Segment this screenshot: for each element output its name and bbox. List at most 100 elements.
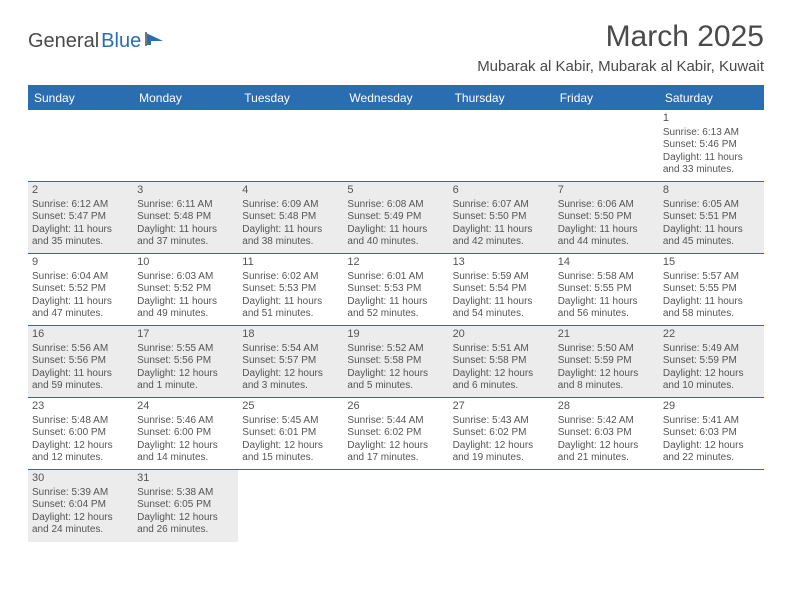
calendar-cell-day-28: 28Sunrise: 5:42 AMSunset: 6:03 PMDayligh…	[554, 398, 659, 470]
day-header-monday: Monday	[133, 86, 238, 110]
sunrise-text: Sunrise: 5:39 AM	[32, 487, 129, 500]
sunset-text: Sunset: 5:48 PM	[137, 211, 234, 224]
daylight-text: Daylight: 11 hours and 33 minutes.	[663, 152, 760, 177]
daylight-text: Daylight: 11 hours and 56 minutes.	[558, 296, 655, 321]
sunrise-text: Sunrise: 5:38 AM	[137, 487, 234, 500]
day-number: 2	[32, 184, 129, 198]
daylight-text: Daylight: 12 hours and 19 minutes.	[453, 440, 550, 465]
day-number: 25	[242, 400, 339, 414]
day-number: 13	[453, 256, 550, 270]
day-number: 15	[663, 256, 760, 270]
month-title: March 2025	[477, 20, 764, 54]
daylight-text: Daylight: 12 hours and 15 minutes.	[242, 440, 339, 465]
day-number: 31	[137, 472, 234, 486]
day-header-saturday: Saturday	[659, 86, 764, 110]
day-header-wednesday: Wednesday	[343, 86, 448, 110]
day-number: 12	[347, 256, 444, 270]
day-number: 10	[137, 256, 234, 270]
calendar-cell-day-12: 12Sunrise: 6:01 AMSunset: 5:53 PMDayligh…	[343, 254, 448, 326]
sunrise-text: Sunrise: 6:13 AM	[663, 127, 760, 140]
day-number: 1	[663, 112, 760, 126]
sunrise-text: Sunrise: 6:03 AM	[137, 271, 234, 284]
calendar-cell-day-11: 11Sunrise: 6:02 AMSunset: 5:53 PMDayligh…	[238, 254, 343, 326]
sunrise-text: Sunrise: 6:05 AM	[663, 199, 760, 212]
day-number: 22	[663, 328, 760, 342]
sunset-text: Sunset: 5:52 PM	[137, 283, 234, 296]
sunset-text: Sunset: 5:50 PM	[453, 211, 550, 224]
day-number: 4	[242, 184, 339, 198]
sunset-text: Sunset: 5:49 PM	[347, 211, 444, 224]
sunrise-text: Sunrise: 6:09 AM	[242, 199, 339, 212]
sunset-text: Sunset: 5:58 PM	[347, 355, 444, 368]
sunrise-text: Sunrise: 5:44 AM	[347, 415, 444, 428]
day-number: 21	[558, 328, 655, 342]
day-number: 18	[242, 328, 339, 342]
day-number: 30	[32, 472, 129, 486]
sunrise-text: Sunrise: 6:07 AM	[453, 199, 550, 212]
sunrise-text: Sunrise: 6:01 AM	[347, 271, 444, 284]
sunrise-text: Sunrise: 6:12 AM	[32, 199, 129, 212]
sunset-text: Sunset: 6:02 PM	[453, 427, 550, 440]
calendar-cell-empty	[28, 110, 133, 182]
calendar-cell-empty	[133, 110, 238, 182]
sunrise-text: Sunrise: 6:04 AM	[32, 271, 129, 284]
daylight-text: Daylight: 12 hours and 12 minutes.	[32, 440, 129, 465]
sunset-text: Sunset: 5:46 PM	[663, 139, 760, 152]
day-header-tuesday: Tuesday	[238, 86, 343, 110]
day-number: 27	[453, 400, 550, 414]
sunrise-text: Sunrise: 5:42 AM	[558, 415, 655, 428]
sunset-text: Sunset: 6:00 PM	[32, 427, 129, 440]
day-header-row: SundayMondayTuesdayWednesdayThursdayFrid…	[28, 86, 764, 110]
sunrise-text: Sunrise: 5:58 AM	[558, 271, 655, 284]
calendar-cell-day-17: 17Sunrise: 5:55 AMSunset: 5:56 PMDayligh…	[133, 326, 238, 398]
daylight-text: Daylight: 11 hours and 42 minutes.	[453, 224, 550, 249]
calendar-cell-day-19: 19Sunrise: 5:52 AMSunset: 5:58 PMDayligh…	[343, 326, 448, 398]
calendar-cell-day-30: 30Sunrise: 5:39 AMSunset: 6:04 PMDayligh…	[28, 470, 133, 542]
calendar-cell-day-5: 5Sunrise: 6:08 AMSunset: 5:49 PMDaylight…	[343, 182, 448, 254]
day-number: 23	[32, 400, 129, 414]
calendar-cell-day-27: 27Sunrise: 5:43 AMSunset: 6:02 PMDayligh…	[449, 398, 554, 470]
calendar-cell-day-4: 4Sunrise: 6:09 AMSunset: 5:48 PMDaylight…	[238, 182, 343, 254]
calendar-cell-day-16: 16Sunrise: 5:56 AMSunset: 5:56 PMDayligh…	[28, 326, 133, 398]
calendar-cell-day-2: 2Sunrise: 6:12 AMSunset: 5:47 PMDaylight…	[28, 182, 133, 254]
calendar-cell-day-18: 18Sunrise: 5:54 AMSunset: 5:57 PMDayligh…	[238, 326, 343, 398]
daylight-text: Daylight: 11 hours and 38 minutes.	[242, 224, 339, 249]
day-number: 9	[32, 256, 129, 270]
sunrise-text: Sunrise: 5:54 AM	[242, 343, 339, 356]
day-number: 6	[453, 184, 550, 198]
daylight-text: Daylight: 11 hours and 47 minutes.	[32, 296, 129, 321]
sunset-text: Sunset: 5:55 PM	[663, 283, 760, 296]
sunrise-text: Sunrise: 5:52 AM	[347, 343, 444, 356]
sunrise-text: Sunrise: 6:06 AM	[558, 199, 655, 212]
sunset-text: Sunset: 5:56 PM	[32, 355, 129, 368]
daylight-text: Daylight: 12 hours and 24 minutes.	[32, 512, 129, 537]
day-number: 8	[663, 184, 760, 198]
calendar-cell-empty	[343, 470, 448, 542]
calendar-cell-day-10: 10Sunrise: 6:03 AMSunset: 5:52 PMDayligh…	[133, 254, 238, 326]
daylight-text: Daylight: 12 hours and 1 minute.	[137, 368, 234, 393]
calendar-week-row: 1Sunrise: 6:13 AMSunset: 5:46 PMDaylight…	[28, 110, 764, 182]
calendar-cell-day-22: 22Sunrise: 5:49 AMSunset: 5:59 PMDayligh…	[659, 326, 764, 398]
sunrise-text: Sunrise: 5:59 AM	[453, 271, 550, 284]
calendar-cell-empty	[449, 470, 554, 542]
day-number: 29	[663, 400, 760, 414]
daylight-text: Daylight: 12 hours and 14 minutes.	[137, 440, 234, 465]
sunrise-text: Sunrise: 5:46 AM	[137, 415, 234, 428]
calendar-cell-day-8: 8Sunrise: 6:05 AMSunset: 5:51 PMDaylight…	[659, 182, 764, 254]
daylight-text: Daylight: 12 hours and 22 minutes.	[663, 440, 760, 465]
daylight-text: Daylight: 12 hours and 10 minutes.	[663, 368, 760, 393]
sunrise-text: Sunrise: 5:55 AM	[137, 343, 234, 356]
calendar-cell-day-14: 14Sunrise: 5:58 AMSunset: 5:55 PMDayligh…	[554, 254, 659, 326]
calendar-cell-day-26: 26Sunrise: 5:44 AMSunset: 6:02 PMDayligh…	[343, 398, 448, 470]
sunrise-text: Sunrise: 5:50 AM	[558, 343, 655, 356]
calendar-cell-empty	[449, 110, 554, 182]
sunrise-text: Sunrise: 5:51 AM	[453, 343, 550, 356]
title-block: March 2025 Mubarak al Kabir, Mubarak al …	[477, 20, 764, 81]
day-number: 19	[347, 328, 444, 342]
calendar-cell-day-29: 29Sunrise: 5:41 AMSunset: 6:03 PMDayligh…	[659, 398, 764, 470]
calendar-body: 1Sunrise: 6:13 AMSunset: 5:46 PMDaylight…	[28, 110, 764, 542]
daylight-text: Daylight: 11 hours and 58 minutes.	[663, 296, 760, 321]
daylight-text: Daylight: 12 hours and 3 minutes.	[242, 368, 339, 393]
logo: General Blue	[28, 30, 167, 53]
sunset-text: Sunset: 5:58 PM	[453, 355, 550, 368]
